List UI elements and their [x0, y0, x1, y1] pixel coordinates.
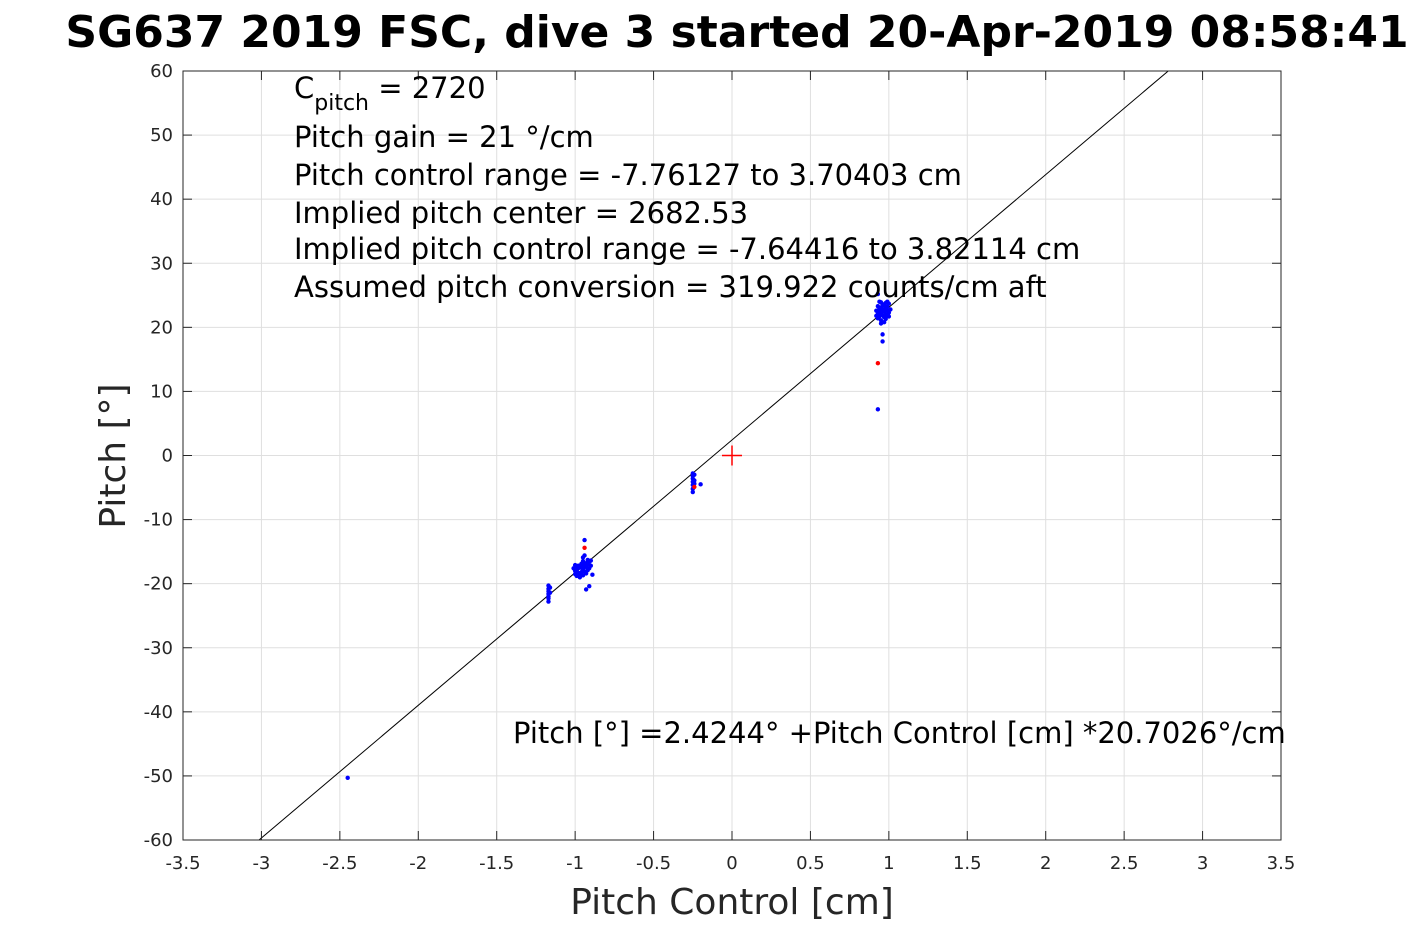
data-point: [577, 572, 583, 577]
fit-line: [258, 71, 1170, 840]
c-pitch-value: = 2720: [369, 71, 486, 105]
c-pitch-symbol: C: [294, 71, 314, 105]
y-tick-label: 60: [150, 61, 173, 82]
x-tick-label: -1.5: [479, 853, 514, 874]
c-pitch-annotation: Cpitch = 2720: [294, 71, 486, 116]
data-point: [875, 291, 881, 297]
y-tick-label: 30: [150, 253, 173, 274]
x-tick-label: 2: [1040, 853, 1051, 874]
data-point: [888, 307, 893, 312]
x-tick-label: 1: [883, 853, 894, 874]
fit-equation-annotation: Pitch [°] =2.4244° +Pitch Control [cm] *…: [513, 716, 1286, 750]
y-tick-label: -60: [144, 830, 173, 851]
data-point: [885, 299, 890, 304]
data-point: [579, 564, 584, 569]
assumed-pitch-conversion-annotation: Assumed pitch conversion = 319.922 count…: [294, 270, 1047, 304]
data-point: [875, 407, 881, 412]
data-point: [692, 472, 697, 477]
data-point: [572, 562, 578, 568]
pitch-control-range-annotation: Pitch control range = -7.76127 to 3.7040…: [294, 158, 962, 192]
y-tick-label: -30: [144, 638, 173, 659]
data-point: [590, 572, 595, 577]
y-tick-label: -40: [144, 702, 173, 723]
data-point: [698, 482, 703, 487]
y-tick-label: 50: [150, 125, 173, 146]
y-tick-label: 10: [150, 381, 173, 402]
data-point: [692, 481, 697, 486]
data-point: [546, 596, 551, 601]
x-tick-label: -3.5: [165, 853, 200, 874]
y-tick-label: -50: [144, 766, 173, 787]
axis-ticks: [182, 70, 1282, 841]
data-point: [547, 590, 553, 595]
data-point: [345, 775, 350, 781]
data-point: [692, 484, 697, 490]
y-tick-label: -20: [144, 574, 173, 595]
c-pitch-subscript: pitch: [314, 91, 369, 116]
x-tick-label: -2.5: [322, 853, 357, 874]
data-point: [875, 361, 881, 366]
center-marker-layer: [722, 445, 742, 466]
y-tick-label: 20: [150, 317, 173, 338]
x-tick-label: 0.5: [796, 853, 825, 874]
x-tick-label: 3: [1197, 853, 1208, 874]
parameter-annotations: Cpitch = 2720 Pitch gain = 21 °/cm Pitch…: [294, 71, 1080, 304]
data-point: [881, 320, 887, 325]
x-tick-label: -2: [409, 853, 427, 874]
data-point: [580, 555, 586, 560]
data-point: [878, 300, 884, 305]
data-point: [880, 332, 885, 337]
data-point: [582, 545, 587, 550]
data-point: [886, 314, 892, 319]
y-tick-label: 40: [150, 189, 173, 210]
x-tick-label: -1: [566, 853, 584, 874]
pitch-gain-annotation: Pitch gain = 21 °/cm: [294, 120, 594, 154]
data-point: [588, 558, 594, 563]
data-point: [588, 563, 594, 568]
data-point: [880, 339, 885, 344]
data-point: [546, 599, 551, 604]
data-points: [345, 291, 893, 781]
data-point: [583, 587, 589, 592]
y-tick-labels: -60 -50 -40 -30 -20 -10 0 10 20 30 40 50 60: [144, 61, 173, 851]
x-tick-labels: -3.5 -3 -2.5 -2 -1.5 -1 -0.5 0 0.5 1 1.5 2 2.5 3 3.5: [165, 853, 1295, 874]
implied-pitch-center-annotation: Implied pitch center = 2682.53: [294, 196, 748, 230]
x-tick-label: -3: [252, 853, 270, 874]
data-point: [587, 584, 592, 589]
data-point: [692, 478, 697, 483]
x-tick-label: 1.5: [953, 853, 982, 874]
data-point: [582, 537, 587, 543]
y-tick-label: 0: [162, 446, 173, 467]
fit-line-layer: [258, 71, 1170, 840]
x-tick-label: 3.5: [1267, 853, 1296, 874]
y-axis-label: Pitch [°]: [93, 383, 134, 528]
y-tick-label: -10: [144, 510, 173, 531]
x-tick-label: -0.5: [636, 853, 671, 874]
implied-pitch-control-range-annotation: Implied pitch control range = -7.64416 t…: [294, 232, 1080, 266]
x-axis-label: Pitch Control [cm]: [570, 882, 894, 923]
data-point: [547, 585, 553, 590]
x-tick-label: 2.5: [1110, 853, 1139, 874]
data-point: [690, 489, 695, 495]
x-tick-label: 0: [726, 853, 737, 874]
chart-title: SG637 2019 FSC, dive 3 started 20-Apr-20…: [65, 7, 1408, 58]
